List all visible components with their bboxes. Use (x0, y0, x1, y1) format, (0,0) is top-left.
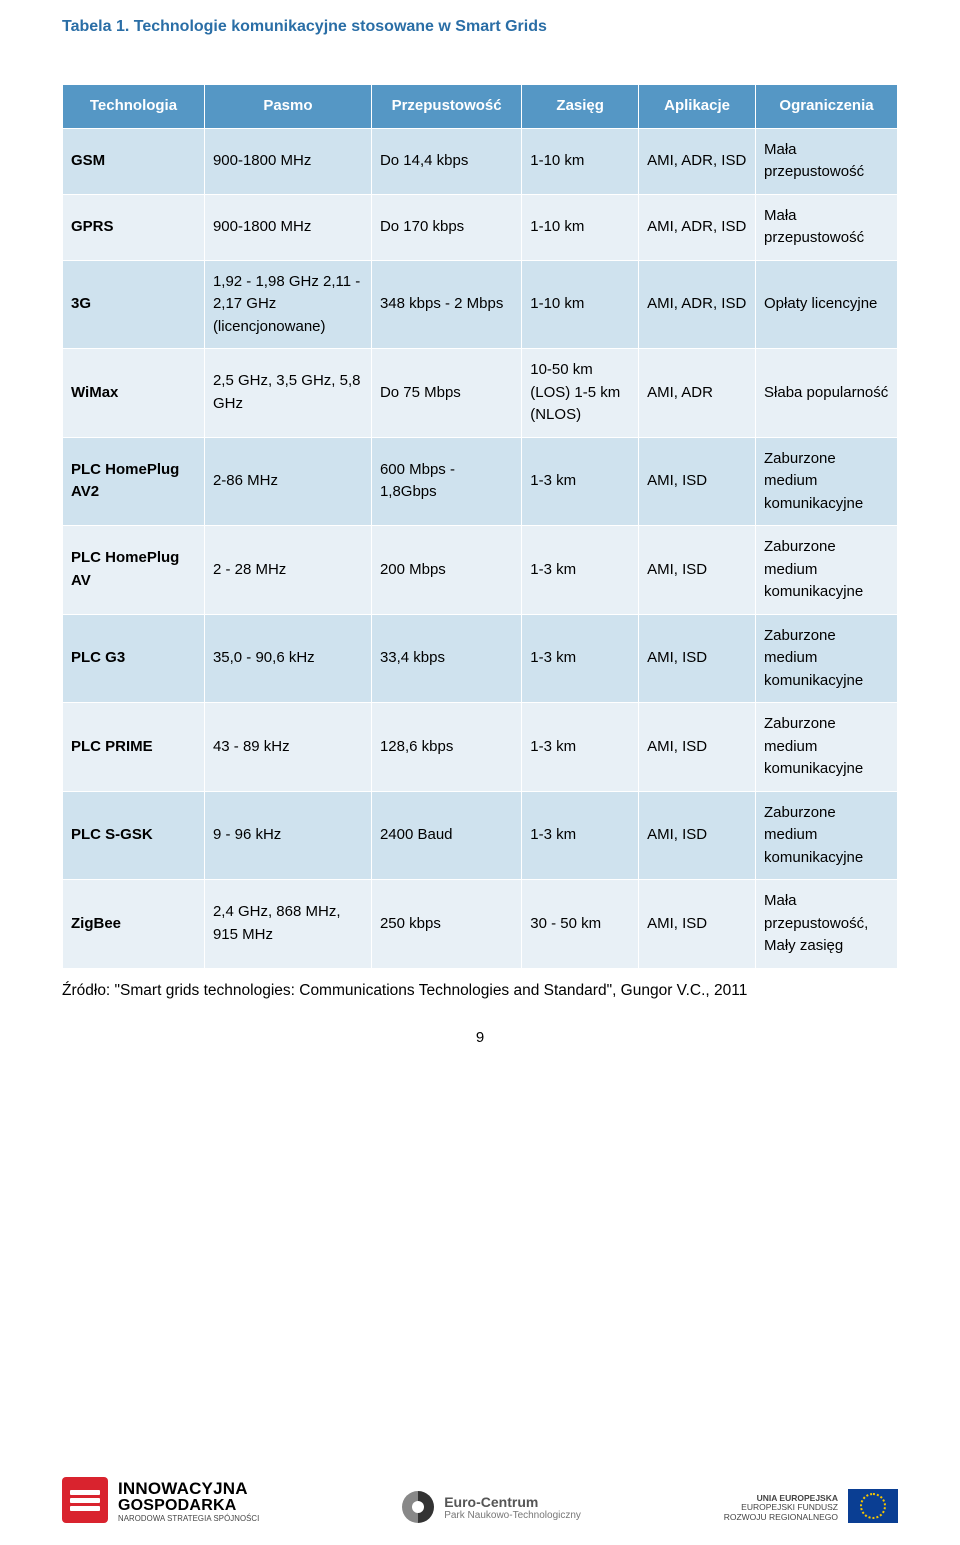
cell-applications: AMI, ISD (639, 703, 756, 792)
cell-range: 10-50 km (LOS) 1-5 km (NLOS) (522, 349, 639, 438)
cell-applications: AMI, ADR, ISD (639, 128, 756, 194)
table-row: GSM900-1800 MHzDo 14,4 kbps1-10 kmAMI, A… (63, 128, 898, 194)
cell-band: 9 - 96 kHz (204, 791, 371, 880)
innowacyjna-gospodarka-icon (62, 1477, 108, 1523)
cell-band: 1,92 - 1,98 GHz 2,11 - 2,17 GHz (licencj… (204, 260, 371, 349)
cell-technology: PLC G3 (63, 614, 205, 703)
table-row: WiMax2,5 GHz, 3,5 GHz, 5,8 GHzDo 75 Mbps… (63, 349, 898, 438)
euro-centrum-icon (402, 1491, 434, 1523)
footer-left-text: INNOWACYJNA GOSPODARKA NARODOWA STRATEGI… (118, 1480, 259, 1523)
table-row: PLC S-GSK9 - 96 kHz2400 Baud1-3 kmAMI, I… (63, 791, 898, 880)
table-row: GPRS900-1800 MHzDo 170 kbps1-10 kmAMI, A… (63, 194, 898, 260)
cell-limitations: Opłaty licencyjne (756, 260, 898, 349)
table-row: PLC PRIME43 - 89 kHz128,6 kbps1-3 kmAMI,… (63, 703, 898, 792)
page-footer: INNOWACYJNA GOSPODARKA NARODOWA STRATEGI… (0, 1477, 960, 1523)
eu-flag-icon (848, 1489, 898, 1523)
cell-technology: PLC HomePlug AV2 (63, 437, 205, 526)
footer-left-line3: NARODOWA STRATEGIA SPÓJNOŚCI (118, 1515, 259, 1523)
cell-limitations: Zaburzone medium komunikacyjne (756, 614, 898, 703)
footer-right-text: UNIA EUROPEJSKA EUROPEJSKI FUNDUSZ ROZWO… (724, 1494, 838, 1523)
cell-limitations: Mała przepustowość (756, 128, 898, 194)
cell-applications: AMI, ISD (639, 437, 756, 526)
footer-left-line2: GOSPODARKA (118, 1498, 259, 1515)
footer-right-logo: UNIA EUROPEJSKA EUROPEJSKI FUNDUSZ ROZWO… (724, 1489, 898, 1523)
cell-throughput: 2400 Baud (371, 791, 521, 880)
col-header: Technologia (63, 85, 205, 129)
cell-technology: GPRS (63, 194, 205, 260)
cell-throughput: 600 Mbps - 1,8Gbps (371, 437, 521, 526)
cell-limitations: Zaburzone medium komunikacyjne (756, 526, 898, 615)
table-row: PLC G335,0 - 90,6 kHz33,4 kbps1-3 kmAMI,… (63, 614, 898, 703)
cell-band: 2,4 GHz, 868 MHz, 915 MHz (204, 880, 371, 969)
cell-technology: WiMax (63, 349, 205, 438)
cell-applications: AMI, ADR, ISD (639, 194, 756, 260)
footer-center-logo: Euro-Centrum Park Naukowo-Technologiczny (402, 1491, 581, 1523)
footer-center-line2: Park Naukowo-Technologiczny (444, 1510, 581, 1521)
col-header: Ograniczenia (756, 85, 898, 129)
cell-throughput: 128,6 kbps (371, 703, 521, 792)
cell-technology: ZigBee (63, 880, 205, 969)
cell-range: 1-3 km (522, 526, 639, 615)
cell-applications: AMI, ADR (639, 349, 756, 438)
cell-technology: GSM (63, 128, 205, 194)
cell-range: 1-3 km (522, 437, 639, 526)
cell-throughput: Do 14,4 kbps (371, 128, 521, 194)
cell-throughput: 200 Mbps (371, 526, 521, 615)
cell-technology: PLC S-GSK (63, 791, 205, 880)
table-caption: Tabela 1. Technologie komunikacyjne stos… (62, 18, 898, 36)
cell-technology: PLC HomePlug AV (63, 526, 205, 615)
table-row: ZigBee2,4 GHz, 868 MHz, 915 MHz250 kbps3… (63, 880, 898, 969)
cell-range: 1-10 km (522, 194, 639, 260)
cell-range: 30 - 50 km (522, 880, 639, 969)
footer-center-text: Euro-Centrum Park Naukowo-Technologiczny (444, 1494, 581, 1521)
col-header: Aplikacje (639, 85, 756, 129)
cell-range: 1-10 km (522, 260, 639, 349)
cell-technology: 3G (63, 260, 205, 349)
cell-range: 1-3 km (522, 791, 639, 880)
col-header: Pasmo (204, 85, 371, 129)
cell-range: 1-10 km (522, 128, 639, 194)
cell-limitations: Zaburzone medium komunikacyjne (756, 703, 898, 792)
cell-throughput: Do 75 Mbps (371, 349, 521, 438)
cell-limitations: Słaba popularność (756, 349, 898, 438)
table-row: PLC HomePlug AV2 - 28 MHz200 Mbps1-3 kmA… (63, 526, 898, 615)
cell-limitations: Zaburzone medium komunikacyjne (756, 437, 898, 526)
cell-applications: AMI, ISD (639, 791, 756, 880)
col-header: Zasięg (522, 85, 639, 129)
cell-range: 1-3 km (522, 614, 639, 703)
table-row: 3G1,92 - 1,98 GHz 2,11 - 2,17 GHz (licen… (63, 260, 898, 349)
cell-band: 43 - 89 kHz (204, 703, 371, 792)
cell-limitations: Mała przepustowość, Mały zasięg (756, 880, 898, 969)
cell-technology: PLC PRIME (63, 703, 205, 792)
cell-applications: AMI, ADR, ISD (639, 260, 756, 349)
table-header-row: Technologia Pasmo Przepustowość Zasięg A… (63, 85, 898, 129)
footer-right-line3: ROZWOJU REGIONALNEGO (724, 1513, 838, 1523)
cell-band: 2 - 28 MHz (204, 526, 371, 615)
footer-left-line1: INNOWACYJNA (118, 1480, 259, 1498)
cell-limitations: Zaburzone medium komunikacyjne (756, 791, 898, 880)
smart-grids-technologies-table: Technologia Pasmo Przepustowość Zasięg A… (62, 84, 898, 969)
cell-band: 900-1800 MHz (204, 194, 371, 260)
table-source: Źródło: "Smart grids technologies: Commu… (62, 979, 898, 1003)
cell-band: 35,0 - 90,6 kHz (204, 614, 371, 703)
cell-throughput: 33,4 kbps (371, 614, 521, 703)
table-row: PLC HomePlug AV22-86 MHz600 Mbps - 1,8Gb… (63, 437, 898, 526)
cell-band: 900-1800 MHz (204, 128, 371, 194)
cell-throughput: 250 kbps (371, 880, 521, 969)
footer-center-line1: Euro-Centrum (444, 1494, 581, 1510)
cell-throughput: 348 kbps - 2 Mbps (371, 260, 521, 349)
cell-applications: AMI, ISD (639, 880, 756, 969)
cell-limitations: Mała przepustowość (756, 194, 898, 260)
page-number: 9 (62, 1029, 898, 1046)
cell-applications: AMI, ISD (639, 526, 756, 615)
cell-applications: AMI, ISD (639, 614, 756, 703)
cell-band: 2-86 MHz (204, 437, 371, 526)
cell-throughput: Do 170 kbps (371, 194, 521, 260)
cell-band: 2,5 GHz, 3,5 GHz, 5,8 GHz (204, 349, 371, 438)
cell-range: 1-3 km (522, 703, 639, 792)
col-header: Przepustowość (371, 85, 521, 129)
footer-left-logo: INNOWACYJNA GOSPODARKA NARODOWA STRATEGI… (62, 1477, 259, 1523)
